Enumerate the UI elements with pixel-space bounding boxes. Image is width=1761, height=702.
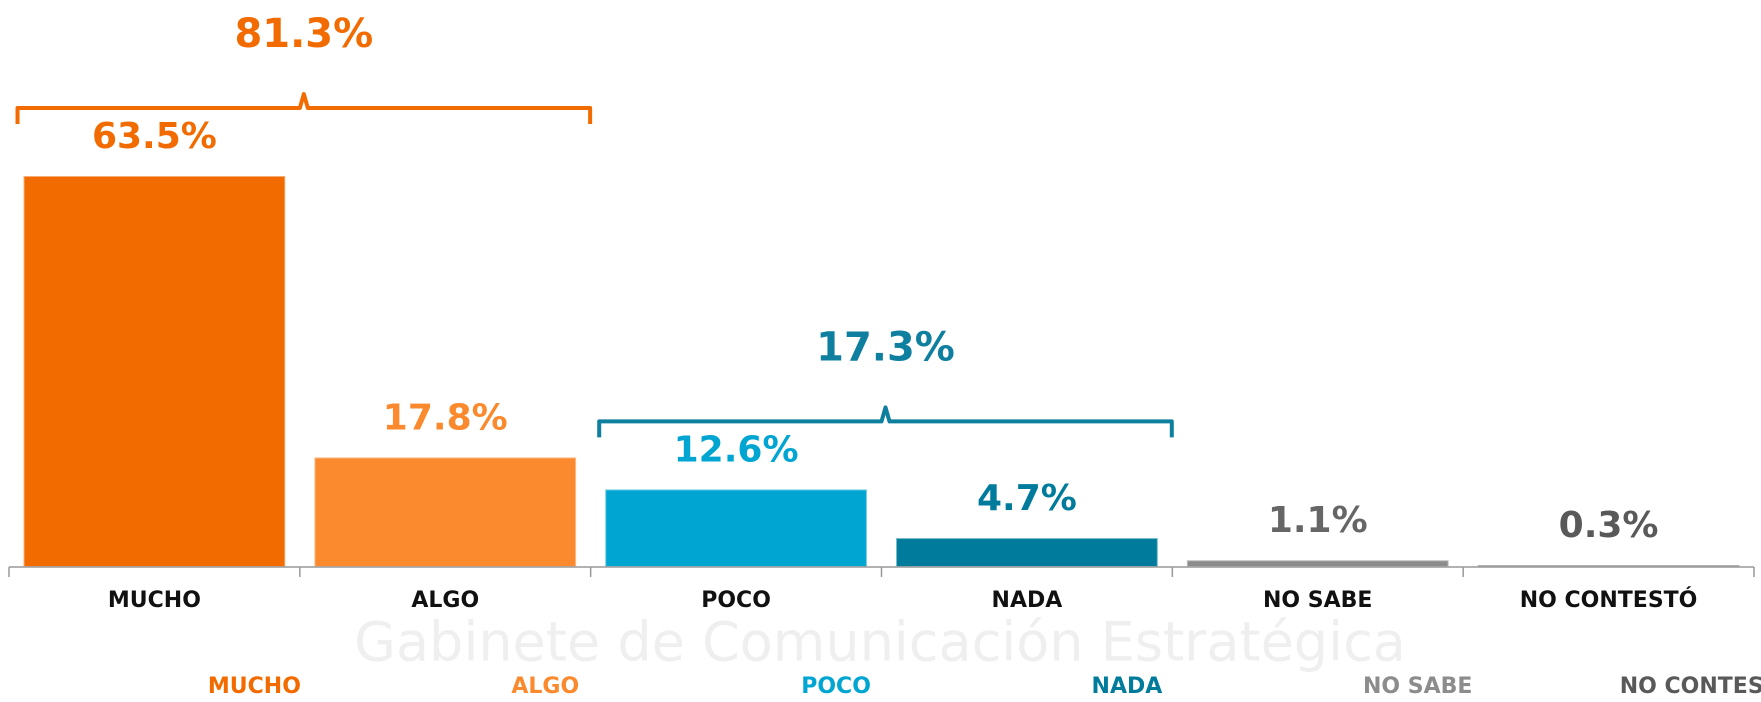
bar bbox=[22, 175, 287, 568]
value-label: 0.3% bbox=[1559, 505, 1659, 546]
legend-entry: NO SABE bbox=[1363, 674, 1472, 699]
x-tick-label: POCO bbox=[701, 588, 771, 613]
legend-entry: POCO bbox=[801, 674, 871, 699]
value-label: 17.8% bbox=[383, 397, 508, 438]
x-tick-label: MUCHO bbox=[108, 588, 201, 613]
x-tick-label: NO CONTESTÓ bbox=[1520, 587, 1698, 613]
legend-entry: ALGO bbox=[511, 674, 579, 699]
x-tick-label: ALGO bbox=[411, 588, 479, 613]
bar bbox=[604, 488, 868, 568]
value-label: 63.5% bbox=[92, 116, 217, 157]
bar bbox=[1185, 559, 1450, 568]
x-tick-label: NO SABE bbox=[1263, 588, 1372, 613]
watermark: Gabinete de Comunicación Estratégica bbox=[354, 611, 1406, 674]
value-label: 12.6% bbox=[674, 429, 799, 470]
group-label: 17.3% bbox=[816, 324, 955, 370]
legend-entry: NO CONTESTÓ bbox=[1620, 673, 1761, 699]
value-label: 4.7% bbox=[977, 478, 1077, 519]
group-bracket bbox=[15, 92, 593, 124]
bar bbox=[895, 537, 1159, 568]
group-label: 81.3% bbox=[234, 11, 373, 57]
group-bracket bbox=[597, 405, 1174, 438]
legend-entry: MUCHO bbox=[208, 674, 301, 699]
bar bbox=[313, 456, 578, 568]
value-label: 1.1% bbox=[1268, 500, 1368, 541]
legend-entry: NADA bbox=[1092, 674, 1163, 699]
x-tick-label: NADA bbox=[992, 588, 1063, 613]
